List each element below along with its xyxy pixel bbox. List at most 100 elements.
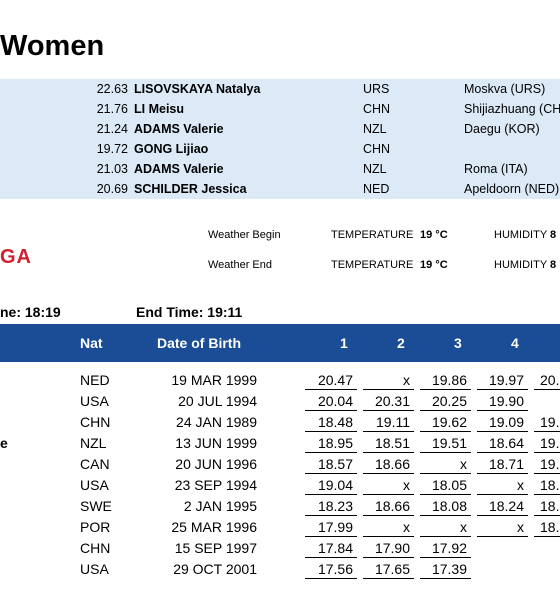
temperature-end-value: 19 °C bbox=[420, 259, 448, 271]
table-row: CAN 20 JUN 1996 18.57 18.66 x 18.71 19. bbox=[0, 454, 560, 474]
athlete-dob: 20 JUN 1996 bbox=[175, 456, 257, 472]
attempt-4: 18.24 bbox=[488, 498, 524, 514]
athlete-nat: SWE bbox=[80, 498, 112, 514]
athlete-nat: CAN bbox=[80, 456, 110, 472]
athlete-nat: NED bbox=[80, 372, 110, 388]
attempt-1: 18.95 bbox=[317, 435, 353, 451]
attempt-5: 19. bbox=[540, 435, 560, 451]
athlete-dob: 29 OCT 2001 bbox=[173, 561, 257, 577]
athlete-nat: CHN bbox=[80, 540, 111, 556]
attempt-underline bbox=[420, 515, 471, 516]
attempt-underline bbox=[420, 389, 471, 390]
attempt-underline bbox=[420, 431, 471, 432]
attempt-underline bbox=[305, 473, 357, 474]
attempt-3: 18.08 bbox=[431, 498, 467, 514]
attempt-underline bbox=[363, 536, 414, 537]
athlete-dob: 23 SEP 1994 bbox=[174, 477, 257, 493]
attempt-underline bbox=[534, 515, 560, 516]
humidity-label: HUMIDITY bbox=[494, 259, 547, 271]
record-nat: CHN bbox=[363, 142, 391, 156]
table-row: SWE 2 JAN 1995 18.23 18.66 18.08 18.24 18. bbox=[0, 496, 560, 516]
attempt-underline bbox=[420, 473, 471, 474]
record-row: 21.24 ADAMS Valerie NZL Daegu (KOR) bbox=[0, 119, 560, 139]
results-header: Nat Date of Birth 1 2 3 4 bbox=[0, 324, 560, 362]
table-row: USA 29 OCT 2001 17.56 17.65 17.39 bbox=[0, 559, 560, 579]
attempt-2: 19.11 bbox=[376, 414, 410, 430]
record-mark: 19.72 bbox=[96, 142, 128, 156]
athlete-nat: NZL bbox=[80, 435, 107, 451]
temperature-begin-value: 19 °C bbox=[420, 229, 448, 241]
weather-end-row: Weather End TEMPERATURE 19 °C HUMIDITY 8 bbox=[0, 257, 560, 273]
attempt-5: 20. bbox=[540, 372, 560, 388]
attempt-2: 20.31 bbox=[374, 393, 410, 409]
athlete-dob: 24 JAN 1989 bbox=[176, 414, 257, 430]
record-row: 21.76 LI Meisu CHN Shijiazhuang (CHN bbox=[0, 99, 560, 119]
attempt-1: 17.84 bbox=[317, 540, 353, 556]
attempt-3: 18.05 bbox=[431, 477, 467, 493]
athlete-nat: USA bbox=[80, 561, 109, 577]
attempt-1: 17.99 bbox=[317, 519, 353, 535]
attempt-underline bbox=[420, 452, 471, 453]
attempt-underline bbox=[305, 578, 357, 579]
record-row: 19.72 GONG Lijiao CHN bbox=[0, 139, 560, 159]
attempt-4: x bbox=[517, 477, 524, 493]
attempt-4: 18.64 bbox=[488, 435, 524, 451]
attempt-underline bbox=[534, 452, 560, 453]
record-row: 20.69 SCHILDER Jessica NED Apeldoorn (NED) bbox=[0, 179, 560, 199]
attempt-underline bbox=[363, 389, 414, 390]
attempt-4: x bbox=[517, 519, 524, 535]
attempt-underline bbox=[305, 431, 357, 432]
attempt-2: x bbox=[403, 372, 410, 388]
attempt-2: x bbox=[403, 477, 410, 493]
attempt-underline bbox=[420, 410, 471, 411]
temperature-label: TEMPERATURE bbox=[331, 229, 414, 241]
attempt-underline bbox=[420, 536, 471, 537]
attempt-1: 19.04 bbox=[317, 477, 353, 493]
attempt-underline bbox=[363, 494, 414, 495]
attempt-3: x bbox=[460, 456, 467, 472]
table-row: USA 20 JUL 1994 20.04 20.31 20.25 19.90 bbox=[0, 391, 560, 411]
humidity-end: HUMIDITY 8 bbox=[494, 257, 556, 273]
attempt-underline bbox=[477, 452, 528, 453]
records-panel: 22.63 LISOVSKAYA Natalya URS Moskva (URS) 21… bbox=[0, 79, 560, 199]
attempt-underline bbox=[363, 410, 414, 411]
record-athlete: ADAMS Valerie bbox=[134, 162, 224, 176]
athlete-dob: 13 JUN 1999 bbox=[175, 435, 257, 451]
header-round-3: 3 bbox=[454, 335, 462, 351]
attempt-underline bbox=[477, 473, 528, 474]
athlete-dob: 25 MAR 1996 bbox=[171, 519, 257, 535]
record-athlete: LISOVSKAYA Natalya bbox=[134, 82, 261, 96]
attempt-3: x bbox=[460, 519, 467, 535]
attempt-3: 17.92 bbox=[431, 540, 467, 556]
attempt-2: 18.51 bbox=[374, 435, 410, 451]
attempt-1: 17.56 bbox=[317, 561, 353, 577]
attempt-1: 18.57 bbox=[317, 456, 353, 472]
attempt-3: 19.62 bbox=[431, 414, 467, 430]
attempt-2: 17.90 bbox=[374, 540, 410, 556]
attempt-underline bbox=[305, 410, 357, 411]
attempt-underline bbox=[477, 431, 528, 432]
temperature-label: TEMPERATURE bbox=[331, 259, 414, 271]
record-nat: NZL bbox=[363, 122, 387, 136]
athlete-nat: POR bbox=[80, 519, 111, 535]
record-nat: NED bbox=[363, 182, 390, 196]
attempt-underline bbox=[477, 389, 528, 390]
athlete-dob: 2 JAN 1995 bbox=[183, 498, 257, 514]
table-row: USA 23 SEP 1994 19.04 x 18.05 x 18. bbox=[0, 475, 560, 495]
record-row: 22.63 LISOVSKAYA Natalya URS Moskva (URS) bbox=[0, 79, 560, 99]
attempt-5: 19. bbox=[540, 456, 560, 472]
attempt-underline bbox=[363, 473, 414, 474]
attempt-2: 17.65 bbox=[374, 561, 410, 577]
attempt-4: 19.97 bbox=[488, 372, 524, 388]
table-row: CHN 24 JAN 1989 18.48 19.11 19.62 19.09 19. bbox=[0, 412, 560, 432]
record-nat: URS bbox=[363, 82, 390, 96]
attempt-3: 19.51 bbox=[431, 435, 467, 451]
table-row: POR 25 MAR 1996 17.99 x x x 18. bbox=[0, 517, 560, 537]
record-venue: Apeldoorn (NED) bbox=[464, 182, 560, 196]
record-venue: Daegu (KOR) bbox=[464, 122, 540, 136]
attempt-underline bbox=[534, 536, 560, 537]
humidity-begin: HUMIDITY 8 bbox=[494, 227, 556, 243]
attempt-5: 18. bbox=[540, 519, 560, 535]
attempt-5: 18. bbox=[540, 477, 560, 493]
humidity-begin-value: 8 bbox=[550, 229, 557, 241]
